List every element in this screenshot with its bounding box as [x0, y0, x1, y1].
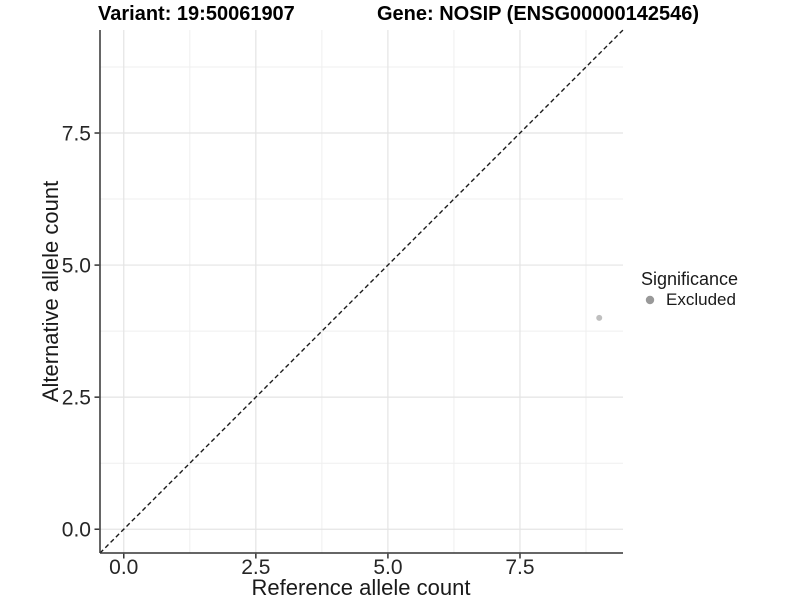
y-axis-title: Alternative allele count: [38, 181, 63, 402]
plot-title-gene: Gene: NOSIP (ENSG00000142546): [377, 3, 700, 25]
x-tick-label: 7.5: [505, 556, 534, 579]
plot-title-variant: Variant: 19:50061907: [98, 3, 295, 25]
y-tick-label: 0.0: [62, 519, 91, 542]
axis-tick-marks: [94, 132, 521, 559]
legend-title: Significance: [641, 269, 739, 289]
identity-line: [99, 29, 624, 554]
data-points: [596, 314, 603, 321]
y-tick-label: 5.0: [62, 254, 91, 277]
y-tick-label: 2.5: [62, 386, 91, 409]
x-tick-label: 0.0: [109, 556, 138, 579]
axis-tick-labels: 0.0 2.5 5.0 7.5 0.0 2.5 5.0 7.5: [62, 122, 535, 579]
legend-item-excluded: Excluded: [641, 290, 738, 309]
gridlines-minor: [100, 30, 623, 553]
x-tick-label: 5.0: [373, 556, 402, 579]
data-point: [596, 314, 603, 321]
identity-reference-line: [99, 29, 624, 554]
axis-lines: [99, 30, 623, 554]
x-tick-label: 2.5: [241, 556, 270, 579]
x-axis-title: Reference allele count: [252, 575, 471, 600]
legend: Significance Excluded: [641, 269, 738, 309]
legend-item-label: Excluded: [666, 290, 736, 309]
gridlines-major: [100, 30, 623, 553]
y-tick-label: 7.5: [62, 122, 91, 145]
legend-key-dot: [645, 295, 655, 305]
